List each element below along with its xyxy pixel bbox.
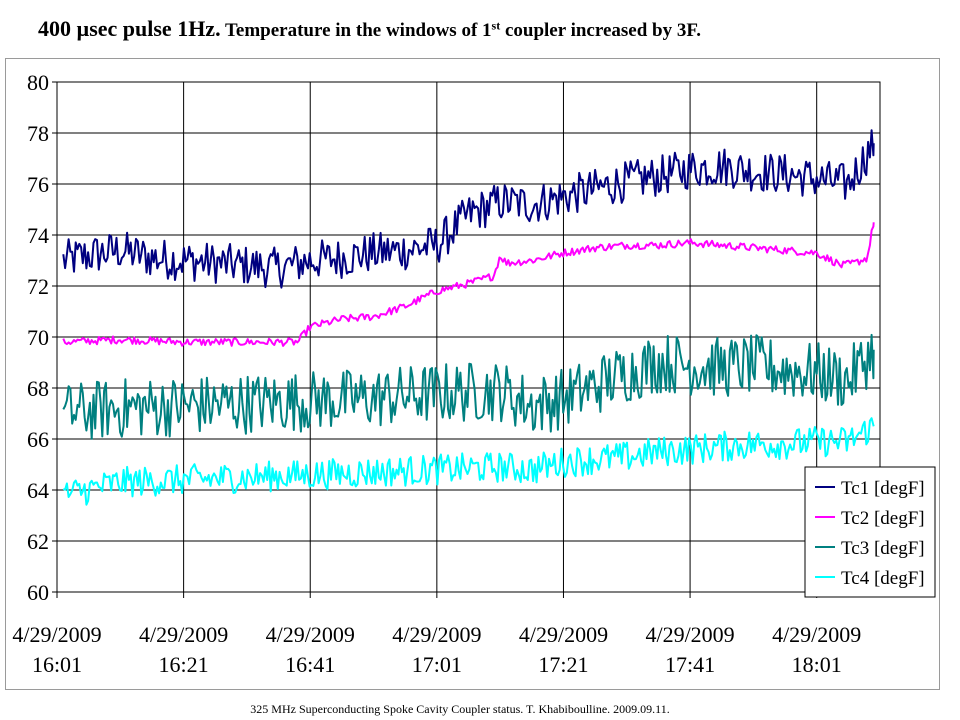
- x-tick-label-date: 4/29/2009: [266, 622, 355, 647]
- y-tick-label: 66: [27, 427, 49, 452]
- x-tick-label-time: 17:21: [538, 652, 588, 677]
- y-tick-label: 68: [27, 376, 49, 401]
- series-line-2: [62, 222, 875, 347]
- title-mu-symbol: µ: [76, 16, 90, 41]
- title-temperature-text: Temperature in the windows of 1: [220, 20, 492, 41]
- x-tick-label-date: 4/29/2009: [645, 622, 734, 647]
- slide-title: 400 µsec pulse 1Hz. Temperature in the w…: [38, 16, 938, 48]
- title-pulse-prefix: 400: [38, 16, 77, 41]
- series-line-4: [62, 417, 875, 506]
- legend-box: [804, 466, 936, 598]
- x-tick-label-time: 18:01: [792, 652, 842, 677]
- series-line-3: [62, 333, 875, 440]
- x-tick-label-time: 17:41: [665, 652, 715, 677]
- legend-label-2: Tc2 [degF]: [841, 508, 925, 529]
- y-tick-label: 70: [27, 325, 49, 350]
- y-tick-label: 74: [27, 223, 49, 248]
- y-tick-label: 80: [27, 70, 49, 95]
- series-line-1: [62, 129, 875, 289]
- title-superscript: st: [491, 18, 501, 33]
- temperature-chart: 60 62 64 66 68 70 72 74 76 78 80 4/29/2009 16:01 4/29…: [12, 70, 936, 677]
- legend-label-4: Tc4 [degF]: [841, 568, 925, 589]
- legend-label-3: Tc3 [degF]: [841, 538, 925, 559]
- footer-caption: 325 MHz Superconducting Spoke Cavity Cou…: [250, 702, 670, 716]
- x-tick-label-date: 4/29/2009: [12, 622, 101, 647]
- y-tick-label: 78: [27, 121, 49, 146]
- y-tick-label: 62: [27, 529, 49, 554]
- x-tick-label-time: 16:01: [32, 652, 82, 677]
- x-tick-label-time: 16:21: [159, 652, 209, 677]
- y-tick-label: 64: [27, 478, 49, 503]
- x-tick-label-time: 17:01: [412, 652, 462, 677]
- x-tick-label-date: 4/29/2009: [392, 622, 481, 647]
- x-tick-label-date: 4/29/2009: [139, 622, 228, 647]
- x-tick-label-date: 4/29/2009: [772, 622, 861, 647]
- x-tick-label-time: 16:41: [285, 652, 335, 677]
- legend-label-1: Tc1 [degF]: [841, 478, 925, 499]
- title-pulse-text: sec pulse 1Hz.: [89, 16, 221, 41]
- y-tick-label: 60: [27, 580, 49, 605]
- x-tick-label-date: 4/29/2009: [519, 622, 608, 647]
- y-tick-label: 76: [27, 172, 49, 197]
- y-tick-label: 72: [27, 274, 49, 299]
- chart-frame: [5, 58, 940, 690]
- title-tail-text: coupler increased by 3F.: [500, 20, 701, 41]
